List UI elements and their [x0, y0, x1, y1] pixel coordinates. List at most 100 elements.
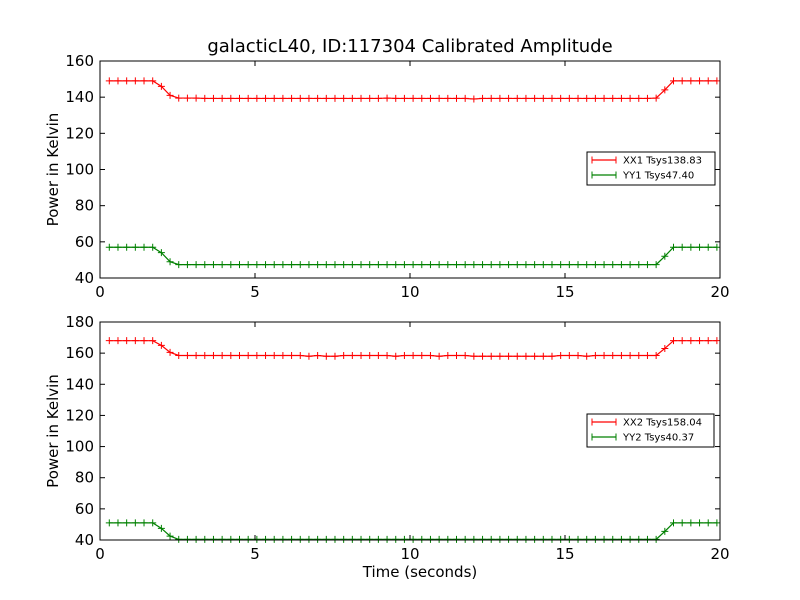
data-point-marker — [635, 351, 643, 359]
data-point-marker — [678, 337, 686, 345]
data-point-marker — [201, 94, 209, 102]
data-point-marker — [270, 535, 278, 543]
data-point-marker — [227, 535, 235, 543]
legend-box — [586, 413, 715, 448]
y-tick-label: 60 — [75, 233, 94, 251]
data-point-marker — [444, 94, 452, 102]
data-point-marker — [183, 351, 191, 359]
data-point-marker — [166, 91, 174, 99]
data-point-marker — [609, 535, 617, 543]
data-point-marker — [522, 261, 530, 269]
y-tick-label: 100 — [65, 438, 94, 456]
data-point-marker — [418, 94, 426, 102]
data-point-marker — [687, 337, 695, 345]
data-point-marker — [209, 261, 217, 269]
data-point-marker — [262, 535, 270, 543]
data-point-marker — [322, 94, 330, 102]
data-point-marker — [583, 535, 591, 543]
data-point-marker — [218, 94, 226, 102]
data-point-marker — [479, 94, 487, 102]
data-point-marker — [279, 261, 287, 269]
data-point-marker — [192, 261, 200, 269]
data-point-marker — [548, 352, 556, 360]
data-point-marker — [244, 261, 252, 269]
data-point-marker — [218, 351, 226, 359]
data-point-marker — [244, 535, 252, 543]
legend-swatch-marker — [591, 433, 617, 441]
data-point-marker — [192, 351, 200, 359]
legend-swatch-marker — [591, 156, 617, 164]
data-point-marker — [262, 351, 270, 359]
y-tick-label: 40 — [75, 531, 94, 549]
data-point-marker — [704, 243, 712, 251]
data-point-marker — [461, 261, 469, 269]
data-point-marker — [149, 519, 157, 527]
x-tick-label: 5 — [250, 545, 260, 563]
data-point-marker — [670, 243, 677, 251]
y-tick-label: 40 — [75, 269, 94, 287]
data-point-marker — [565, 535, 573, 543]
data-point-marker — [279, 535, 287, 543]
data-point-marker — [314, 94, 322, 102]
data-point-marker — [149, 337, 157, 345]
data-point-marker — [513, 352, 521, 360]
data-point-marker — [453, 351, 460, 359]
data-point-marker — [270, 94, 278, 102]
y-axis-label: Power in Kelvin — [44, 374, 62, 488]
data-point-marker — [157, 249, 165, 257]
data-point-marker — [435, 535, 443, 543]
data-point-marker — [357, 351, 365, 359]
data-point-marker — [157, 341, 165, 349]
data-point-marker — [192, 94, 200, 102]
data-point-marker — [123, 519, 131, 527]
data-point-marker — [201, 261, 209, 269]
data-point-marker — [400, 535, 408, 543]
data-point-marker — [270, 351, 278, 359]
y-tick-label: 80 — [75, 197, 94, 215]
data-point-marker — [626, 261, 634, 269]
data-point-marker — [713, 77, 721, 85]
data-point-marker — [565, 351, 573, 359]
y-tick-label: 160 — [65, 52, 94, 70]
data-point-marker — [114, 243, 122, 251]
data-point-marker — [157, 524, 165, 532]
data-point-marker — [123, 77, 131, 85]
data-point-marker — [678, 519, 686, 527]
data-point-marker — [340, 261, 348, 269]
data-point-marker — [531, 352, 539, 360]
x-tick-label: 0 — [95, 545, 105, 563]
data-point-marker — [444, 261, 452, 269]
data-point-marker — [131, 77, 139, 85]
data-point-marker — [131, 337, 139, 345]
data-point-marker — [253, 351, 261, 359]
data-point-marker — [209, 351, 217, 359]
data-point-marker — [574, 94, 582, 102]
data-point-marker — [409, 535, 417, 543]
data-point-marker — [713, 243, 721, 251]
data-point-marker — [626, 351, 634, 359]
data-point-marker — [123, 337, 131, 345]
data-point-marker — [253, 94, 261, 102]
data-point-marker — [322, 352, 330, 360]
data-point-marker — [140, 243, 148, 251]
data-point-marker — [236, 351, 243, 359]
data-point-marker — [140, 337, 148, 345]
data-point-marker — [357, 261, 365, 269]
data-point-marker — [470, 95, 478, 103]
data-point-marker — [479, 261, 487, 269]
data-point-marker — [487, 261, 495, 269]
data-point-marker — [696, 243, 704, 251]
data-point-marker — [374, 535, 382, 543]
data-point-marker — [426, 261, 434, 269]
data-point-marker — [227, 261, 235, 269]
data-point-marker — [687, 243, 695, 251]
data-point-marker — [678, 243, 686, 251]
data-point-marker — [444, 535, 452, 543]
data-point-marker — [522, 94, 530, 102]
data-point-marker — [305, 94, 313, 102]
data-point-marker — [383, 535, 391, 543]
data-point-marker — [114, 77, 122, 85]
data-point-marker — [409, 261, 417, 269]
